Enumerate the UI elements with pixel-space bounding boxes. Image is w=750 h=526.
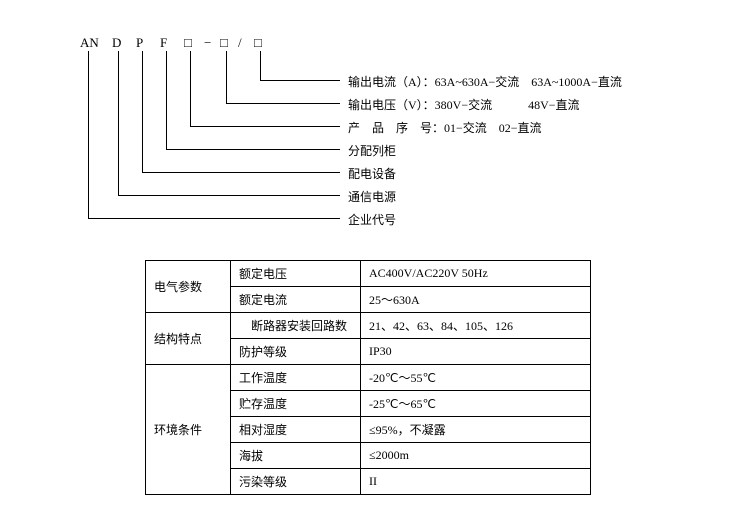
hline-1 [260,80,340,81]
desc-6: 通信电源 [348,188,396,205]
desc-2: 输出电压（V）：380V−交流 48V−直流 [348,96,580,113]
param-label: 额定电压 [231,261,361,287]
param-label: 额定电流 [231,287,361,313]
model-code-diagram: AN D P F □ − □ / □ 输出电流（A）：63A~630A−交流 6… [80,35,680,250]
hline-3 [190,126,340,127]
code-letter-1: D [112,35,121,51]
desc-7: 企业代号 [348,211,396,228]
hline-7 [88,218,340,219]
table-row: 环境条件工作温度-20℃～55℃ [146,365,591,391]
group-header: 环境条件 [146,365,231,495]
hline-5 [142,172,340,173]
hline-4 [166,149,340,150]
param-value: II [361,469,591,495]
param-label: 工作温度 [231,365,361,391]
spec-table: 电气参数额定电压AC400V/AC220V 50Hz额定电流25～630A结构特… [145,260,591,495]
param-label: 断路器安装回路数 [231,313,361,339]
code-letter-7: / [238,35,242,51]
code-letter-5: − [204,35,211,51]
param-label: 防护等级 [231,339,361,365]
code-letter-2: P [136,35,143,51]
code-letter-8: □ [254,35,262,51]
vline-3 [190,51,191,126]
param-value: ≤2000m [361,443,591,469]
table-row: 电气参数额定电压AC400V/AC220V 50Hz [146,261,591,287]
param-value: 25～630A [361,287,591,313]
code-letter-0: AN [80,35,99,51]
group-header: 电气参数 [146,261,231,313]
code-letter-6: □ [220,35,228,51]
vline-1 [260,51,261,80]
vline-2 [226,51,227,103]
hline-2 [226,103,340,104]
param-label: 污染等级 [231,469,361,495]
param-label: 海拔 [231,443,361,469]
param-value: -20℃～55℃ [361,365,591,391]
vline-7 [88,51,89,218]
desc-4: 分配列柜 [348,142,396,159]
desc-3: 产 品 序 号：01−交流 02−直流 [348,119,542,136]
desc-5: 配电设备 [348,165,396,182]
param-value: IP30 [361,339,591,365]
param-label: 贮存温度 [231,391,361,417]
group-header: 结构特点 [146,313,231,365]
desc-1: 输出电流（A）：63A~630A−交流 63A~1000A−直流 [348,73,622,90]
param-value: AC400V/AC220V 50Hz [361,261,591,287]
code-letter-4: □ [184,35,192,51]
vline-5 [142,51,143,172]
vline-4 [166,51,167,149]
param-value: -25℃～65℃ [361,391,591,417]
param-value: ≤95%，不凝露 [361,417,591,443]
vline-6 [118,51,119,195]
code-letter-3: F [160,35,167,51]
table-row: 结构特点 断路器安装回路数21、42、63、84、105、126 [146,313,591,339]
hline-6 [118,195,340,196]
param-label: 相对湿度 [231,417,361,443]
param-value: 21、42、63、84、105、126 [361,313,591,339]
